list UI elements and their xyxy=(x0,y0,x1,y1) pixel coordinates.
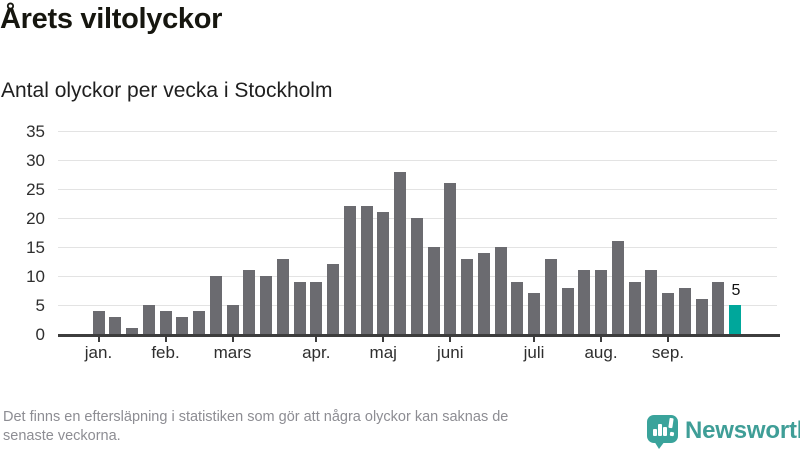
x-axis-label: mars xyxy=(213,343,252,362)
y-axis-label: 10 xyxy=(26,267,45,286)
bar xyxy=(662,293,674,334)
bar xyxy=(159,310,172,334)
x-axis-label: aug. xyxy=(584,343,618,362)
bar xyxy=(578,270,591,334)
bar xyxy=(394,171,406,334)
bar xyxy=(461,258,473,334)
bar xyxy=(595,270,607,334)
x-axis-tick xyxy=(164,336,167,342)
newsworthy-logo: Newsworthy xyxy=(647,414,800,450)
bar xyxy=(226,305,239,334)
chart-subtitle: Antal olyckor per vecka i Stockholm xyxy=(1,79,333,102)
x-axis-label: feb. xyxy=(151,343,180,362)
y-axis-label: 15 xyxy=(26,238,45,257)
mini-bar-3 xyxy=(663,427,667,436)
footer-note: Det finns en eftersläpning i statistiken… xyxy=(3,409,509,444)
chart-speech-bubble-icon xyxy=(647,415,678,449)
bar xyxy=(712,281,725,334)
bar xyxy=(477,252,490,334)
x-axis-tick xyxy=(97,336,100,342)
bar xyxy=(561,287,574,334)
x-axis-tick xyxy=(449,336,452,342)
bar xyxy=(645,270,658,334)
bar xyxy=(293,281,306,334)
bar xyxy=(377,212,390,334)
bar xyxy=(628,281,641,334)
bar xyxy=(310,281,323,334)
bar xyxy=(427,247,440,334)
bar xyxy=(611,241,624,334)
brand-name: Newsworthy xyxy=(685,417,800,444)
bar xyxy=(678,287,691,334)
x-axis-tick xyxy=(600,336,602,342)
x-axis-tick xyxy=(667,336,669,342)
bar xyxy=(260,276,272,334)
mini-exclamation-line xyxy=(667,417,673,429)
bubble-shape xyxy=(647,415,678,443)
gridline xyxy=(58,160,777,161)
bar xyxy=(176,316,189,334)
chart: 0 5 10 15 20 25 30 35 5 jan. feb. mars apr. maj juni ju… xyxy=(26,122,780,362)
x-axis-label: juli xyxy=(523,343,545,362)
bar xyxy=(343,206,356,334)
bar xyxy=(327,264,339,334)
y-axis-label: 30 xyxy=(26,151,45,170)
bar xyxy=(193,310,205,334)
bar xyxy=(511,281,524,334)
x-axis-label: jan. xyxy=(84,343,113,362)
y-axis-label: 35 xyxy=(26,122,45,141)
x-axis-label: maj xyxy=(369,343,397,362)
bar xyxy=(109,316,122,334)
gridline xyxy=(58,131,777,132)
x-axis-label: juni xyxy=(437,343,464,362)
mini-exclamation-dot xyxy=(669,431,674,436)
x-axis-tick xyxy=(315,336,318,342)
bar xyxy=(276,258,289,334)
y-axis-label: 0 xyxy=(35,325,45,344)
page-title: Årets viltolyckor xyxy=(0,3,223,35)
y-axis-label: 20 xyxy=(26,209,45,228)
bar xyxy=(209,276,222,334)
bar xyxy=(528,293,540,334)
x-axis-tick xyxy=(533,336,535,342)
x-axis-label: sep. xyxy=(651,343,685,362)
bar xyxy=(494,247,507,334)
bar xyxy=(92,310,105,334)
highlighted-bar xyxy=(729,305,741,334)
x-axis-label: apr. xyxy=(302,343,331,362)
x-axis-tick xyxy=(382,336,385,342)
bar xyxy=(142,305,155,334)
gridline xyxy=(58,189,777,190)
x-axis-line xyxy=(58,334,780,337)
bar xyxy=(243,270,256,334)
mini-bar-2 xyxy=(658,424,662,436)
bar xyxy=(695,299,708,334)
bar xyxy=(544,258,557,334)
y-axis-label: 5 xyxy=(35,296,45,315)
bar xyxy=(126,328,138,334)
bar-value-label: 5 xyxy=(731,282,741,299)
bar xyxy=(444,183,457,334)
mini-bar-1 xyxy=(653,429,657,436)
bar xyxy=(410,218,423,334)
y-axis-label: 25 xyxy=(26,180,45,199)
bar xyxy=(360,206,373,334)
bubble-tail xyxy=(654,441,665,449)
x-axis-tick xyxy=(231,336,234,342)
